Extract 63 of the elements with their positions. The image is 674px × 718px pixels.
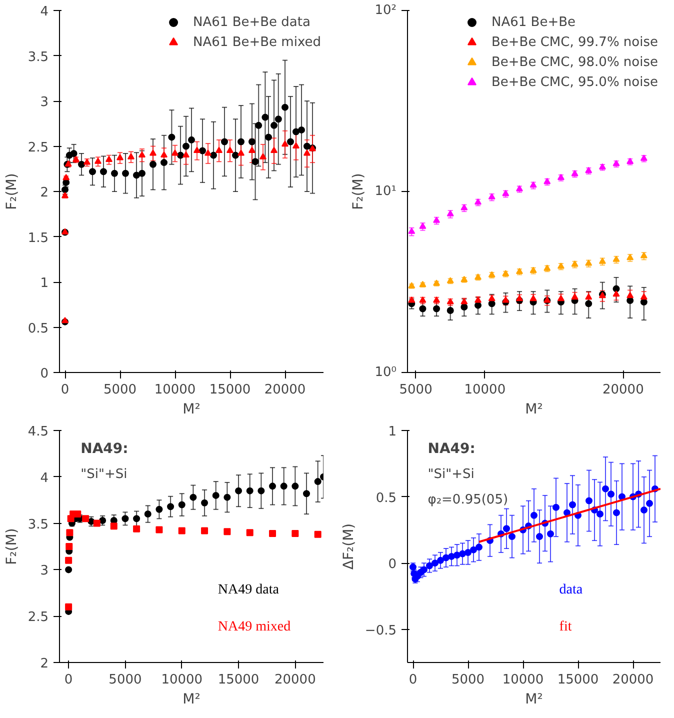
annotation: "Si"+Si: [428, 467, 474, 482]
x-tick-label: 15000: [218, 672, 260, 688]
x-tick-label: 15000: [209, 382, 251, 398]
x-tick-label: 20000: [264, 382, 306, 398]
x-tick-label: 10000: [154, 382, 196, 398]
y-tick-label: 1.5: [28, 230, 49, 246]
x-axis-title: M²: [182, 402, 200, 418]
legend-label: NA61 Be+Be mixed: [193, 34, 321, 50]
y-tick-label: 3.5: [28, 50, 49, 65]
y-tick-label: 0: [388, 557, 397, 572]
annotation: NA49:: [428, 441, 476, 458]
x-tick-label: 0: [408, 672, 418, 688]
y-tick-label: 4.5: [28, 424, 49, 440]
x-axis-title: M²: [182, 692, 200, 708]
text: data: [559, 582, 584, 598]
x-tick-label: 5000: [103, 382, 137, 398]
x-tick-label: 5000: [451, 672, 485, 688]
legend-label: Be+Be CMC, 98.0% noise: [492, 54, 658, 70]
y-tick-label: 3: [40, 564, 49, 579]
annotation: "Si"+Si: [80, 467, 128, 482]
y-tick-label: 2: [40, 186, 49, 200]
x-tick-label: 5000: [108, 672, 142, 688]
x-tick-label: 0: [64, 672, 73, 688]
legend-label: NA61 Be+Be: [492, 14, 576, 30]
legend-label: NA61 Be+Be data: [193, 14, 310, 30]
legend-label: Be+Be CMC, 95.0% noise: [492, 74, 658, 90]
x-tick-label: 10000: [502, 672, 544, 688]
text: NA49 data: [218, 582, 280, 598]
x-tick-label: 20000: [612, 672, 654, 688]
x-axis-title: M²: [525, 692, 543, 708]
y-tick-label: 0: [40, 366, 49, 382]
x-tick-label: 10000: [464, 382, 506, 398]
y-tick-label: −0.5: [364, 623, 397, 638]
y-tick-label: 4: [40, 470, 49, 486]
y-axis-title: F₂(M): [350, 173, 367, 210]
x-tick-label: 20000: [274, 672, 316, 688]
annotation: φ₂=0.95(05): [428, 492, 508, 508]
y-axis-title: F₂(M): [4, 528, 20, 565]
y-tick-label: 10⁰: [374, 365, 397, 380]
y-tick-label: 1: [40, 276, 49, 291]
y-tick-label: 2.5: [28, 140, 49, 156]
x-axis-title: M²: [525, 402, 543, 418]
legend-label: Be+Be CMC, 99.7% noise: [492, 34, 658, 50]
y-tick-label: 3: [40, 95, 49, 110]
x-tick-label: 20000: [602, 382, 644, 398]
y-tick-label: 2: [40, 656, 49, 672]
y-tick-label: 1: [388, 424, 397, 440]
text: fit: [559, 620, 572, 635]
y-axis-title: F₂(M): [4, 173, 20, 210]
y-tick-label: 0.5: [376, 490, 397, 506]
x-tick-label: 5000: [399, 382, 432, 398]
y-tick-label: 2.5: [28, 610, 49, 626]
x-tick-label: 15000: [557, 672, 599, 688]
y-tick-label: 10¹: [374, 184, 397, 199]
y-tick-label: 0.5: [28, 321, 49, 336]
x-tick-label: 10000: [161, 672, 203, 688]
y-tick-label: 4: [40, 4, 49, 20]
x-tick-label: 0: [60, 382, 70, 398]
y-tick-label: 10²: [374, 3, 397, 18]
y-axis-title: ΔF₂(M): [340, 523, 357, 570]
y-tick-label: 3.5: [28, 517, 49, 532]
text: NA49 mixed: [218, 620, 291, 635]
annotation: NA49:: [80, 441, 128, 458]
